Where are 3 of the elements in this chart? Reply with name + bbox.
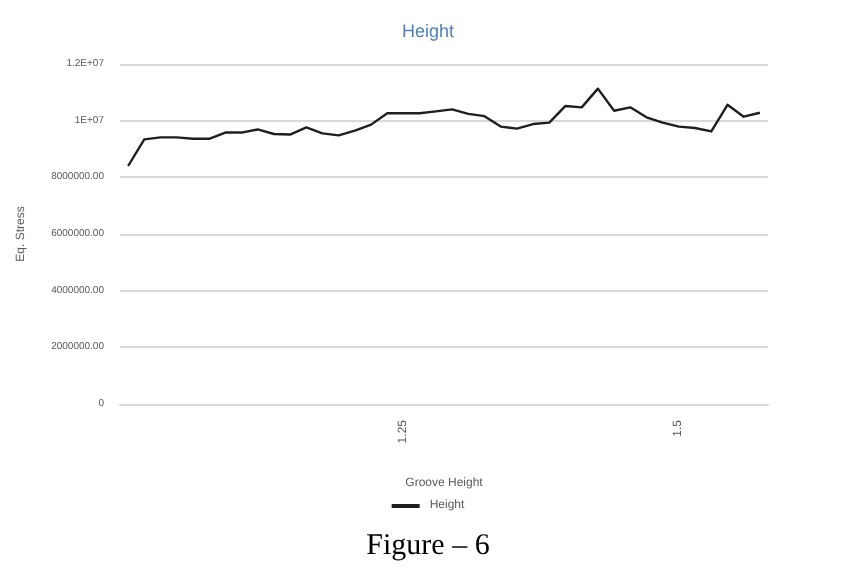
chart-title: Height [401, 21, 456, 41]
line-series [126, 87, 762, 168]
text: Figure – 6 [364, 530, 492, 564]
